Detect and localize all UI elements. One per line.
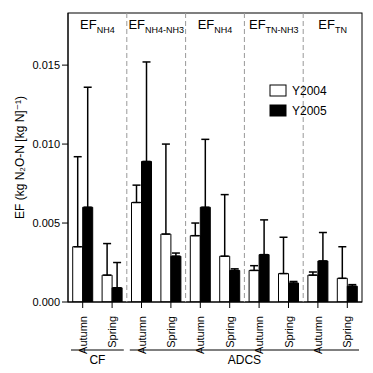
svg-text:EFTN-NH3: EFTN-NH3 — [249, 17, 299, 35]
svg-text:CF: CF — [89, 353, 105, 367]
svg-text:0.000: 0.000 — [32, 296, 60, 308]
svg-text:0.005: 0.005 — [32, 217, 60, 229]
svg-text:EFTN: EFTN — [318, 17, 347, 35]
svg-text:0.015: 0.015 — [32, 59, 60, 71]
svg-text:Spring: Spring — [224, 316, 236, 348]
svg-text:EFNH4: EFNH4 — [80, 17, 115, 35]
svg-text:Y2004: Y2004 — [292, 84, 327, 98]
svg-text:Spring: Spring — [165, 316, 177, 348]
svg-text:Autumn: Autumn — [253, 316, 265, 354]
svg-text:Spring: Spring — [341, 316, 353, 348]
svg-text:Spring: Spring — [283, 316, 295, 348]
svg-text:EF (kg N₂O-N [kg N]⁻¹): EF (kg N₂O-N [kg N]⁻¹) — [13, 96, 27, 219]
svg-text:Autumn: Autumn — [77, 316, 89, 354]
svg-text:ADCS: ADCS — [228, 353, 261, 367]
svg-text:EFNH4-NH3: EFNH4-NH3 — [128, 17, 184, 35]
svg-text:Autumn: Autumn — [312, 316, 324, 354]
svg-text:0.010: 0.010 — [32, 138, 60, 150]
svg-text:Y2005: Y2005 — [292, 104, 327, 118]
svg-text:Autumn: Autumn — [194, 316, 206, 354]
svg-text:Autumn: Autumn — [136, 316, 148, 354]
svg-text:EFNH4: EFNH4 — [198, 17, 233, 35]
svg-text:Spring: Spring — [106, 316, 118, 348]
